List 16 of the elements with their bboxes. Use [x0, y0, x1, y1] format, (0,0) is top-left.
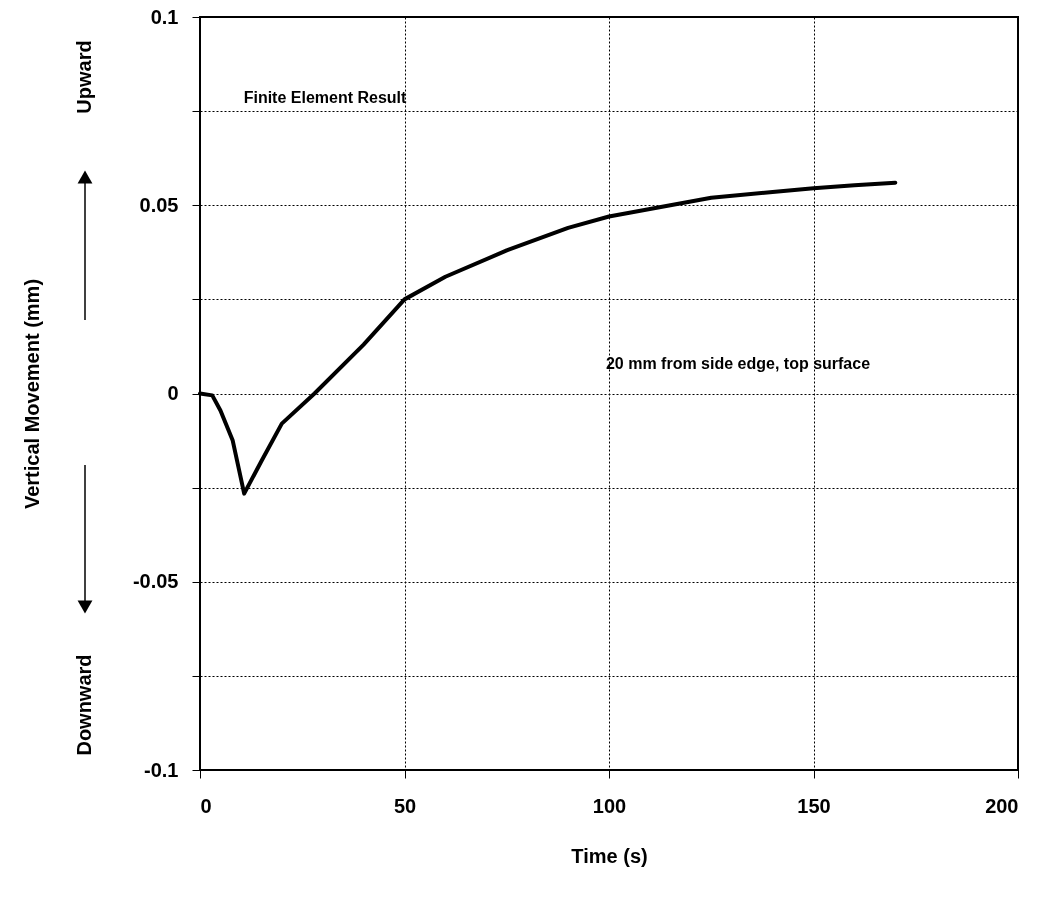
- x-axis-title: Time (s): [571, 844, 648, 867]
- x-tick-label: 150: [797, 794, 831, 817]
- y-tick-label: 0.05: [139, 193, 179, 216]
- x-tick-label: 200: [985, 794, 1019, 817]
- y-tick-label: 0.1: [150, 5, 179, 28]
- annotation: Finite Element Result: [243, 88, 408, 106]
- text: Upward: [73, 40, 95, 114]
- x-tick-label: 50: [393, 794, 417, 817]
- annotation: 20 mm from side edge, top surface: [605, 355, 871, 372]
- y-tick-label: -0.1: [144, 758, 179, 781]
- y-tick-label: 0: [167, 382, 179, 404]
- y-tick-label: -0.05: [132, 570, 179, 593]
- text: Downward: [73, 654, 95, 756]
- x-tick-label: 0: [200, 794, 212, 817]
- x-tick-label: 100: [592, 794, 627, 817]
- y-axis-title: Vertical Movement (mm): [20, 278, 43, 510]
